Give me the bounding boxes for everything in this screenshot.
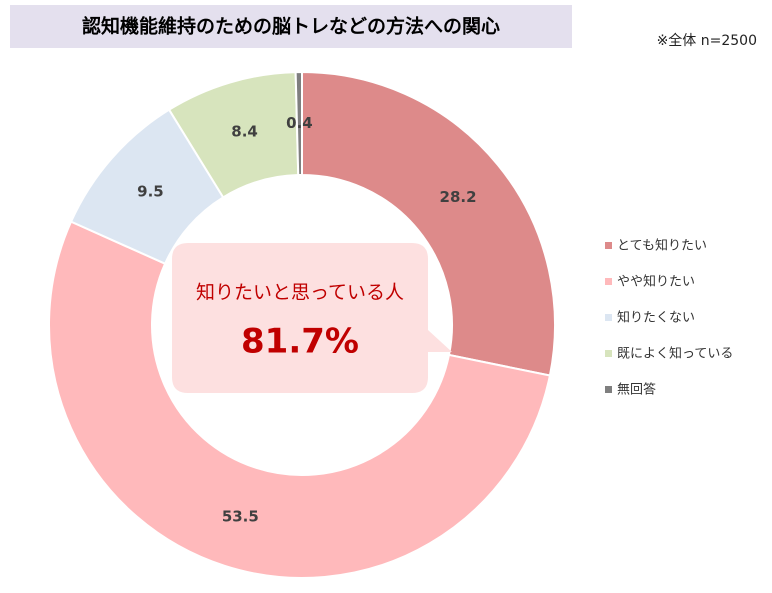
- slices: 28.2 53.5 9.5 8.4 0.4: [48, 70, 556, 579]
- legend-label: 無回答: [617, 382, 656, 398]
- donut-slice: [301, 70, 556, 377]
- note: ※全体 n=2500: [657, 32, 757, 49]
- legend-swatch: [605, 386, 612, 393]
- legend-label: 既によく知っている: [617, 346, 733, 362]
- legend-label: 知りたくない: [617, 310, 695, 326]
- callout-value: 81.7%: [241, 322, 359, 362]
- legend-swatch: [605, 242, 612, 249]
- data-label: 8.4: [231, 122, 258, 140]
- donut-slice: [48, 220, 552, 579]
- data-label: 28.2: [440, 188, 477, 206]
- callout-text: 知りたいと思っている人: [196, 282, 404, 304]
- data-label: 0.4: [286, 114, 313, 132]
- legend-swatch: [605, 350, 612, 357]
- legend-swatch: [605, 314, 612, 321]
- donut-slice: [294, 70, 303, 177]
- chart-title: 認知機能維持のための脳トレなどの方法への関心: [82, 15, 500, 38]
- callout: [172, 243, 452, 393]
- title-box: [10, 5, 572, 48]
- data-label: 53.5: [222, 507, 259, 525]
- legend-swatch: [605, 278, 612, 285]
- legend-label: やや知りたい: [617, 274, 695, 290]
- legend-label: とても知りたい: [617, 238, 707, 254]
- data-label: 9.5: [137, 183, 164, 201]
